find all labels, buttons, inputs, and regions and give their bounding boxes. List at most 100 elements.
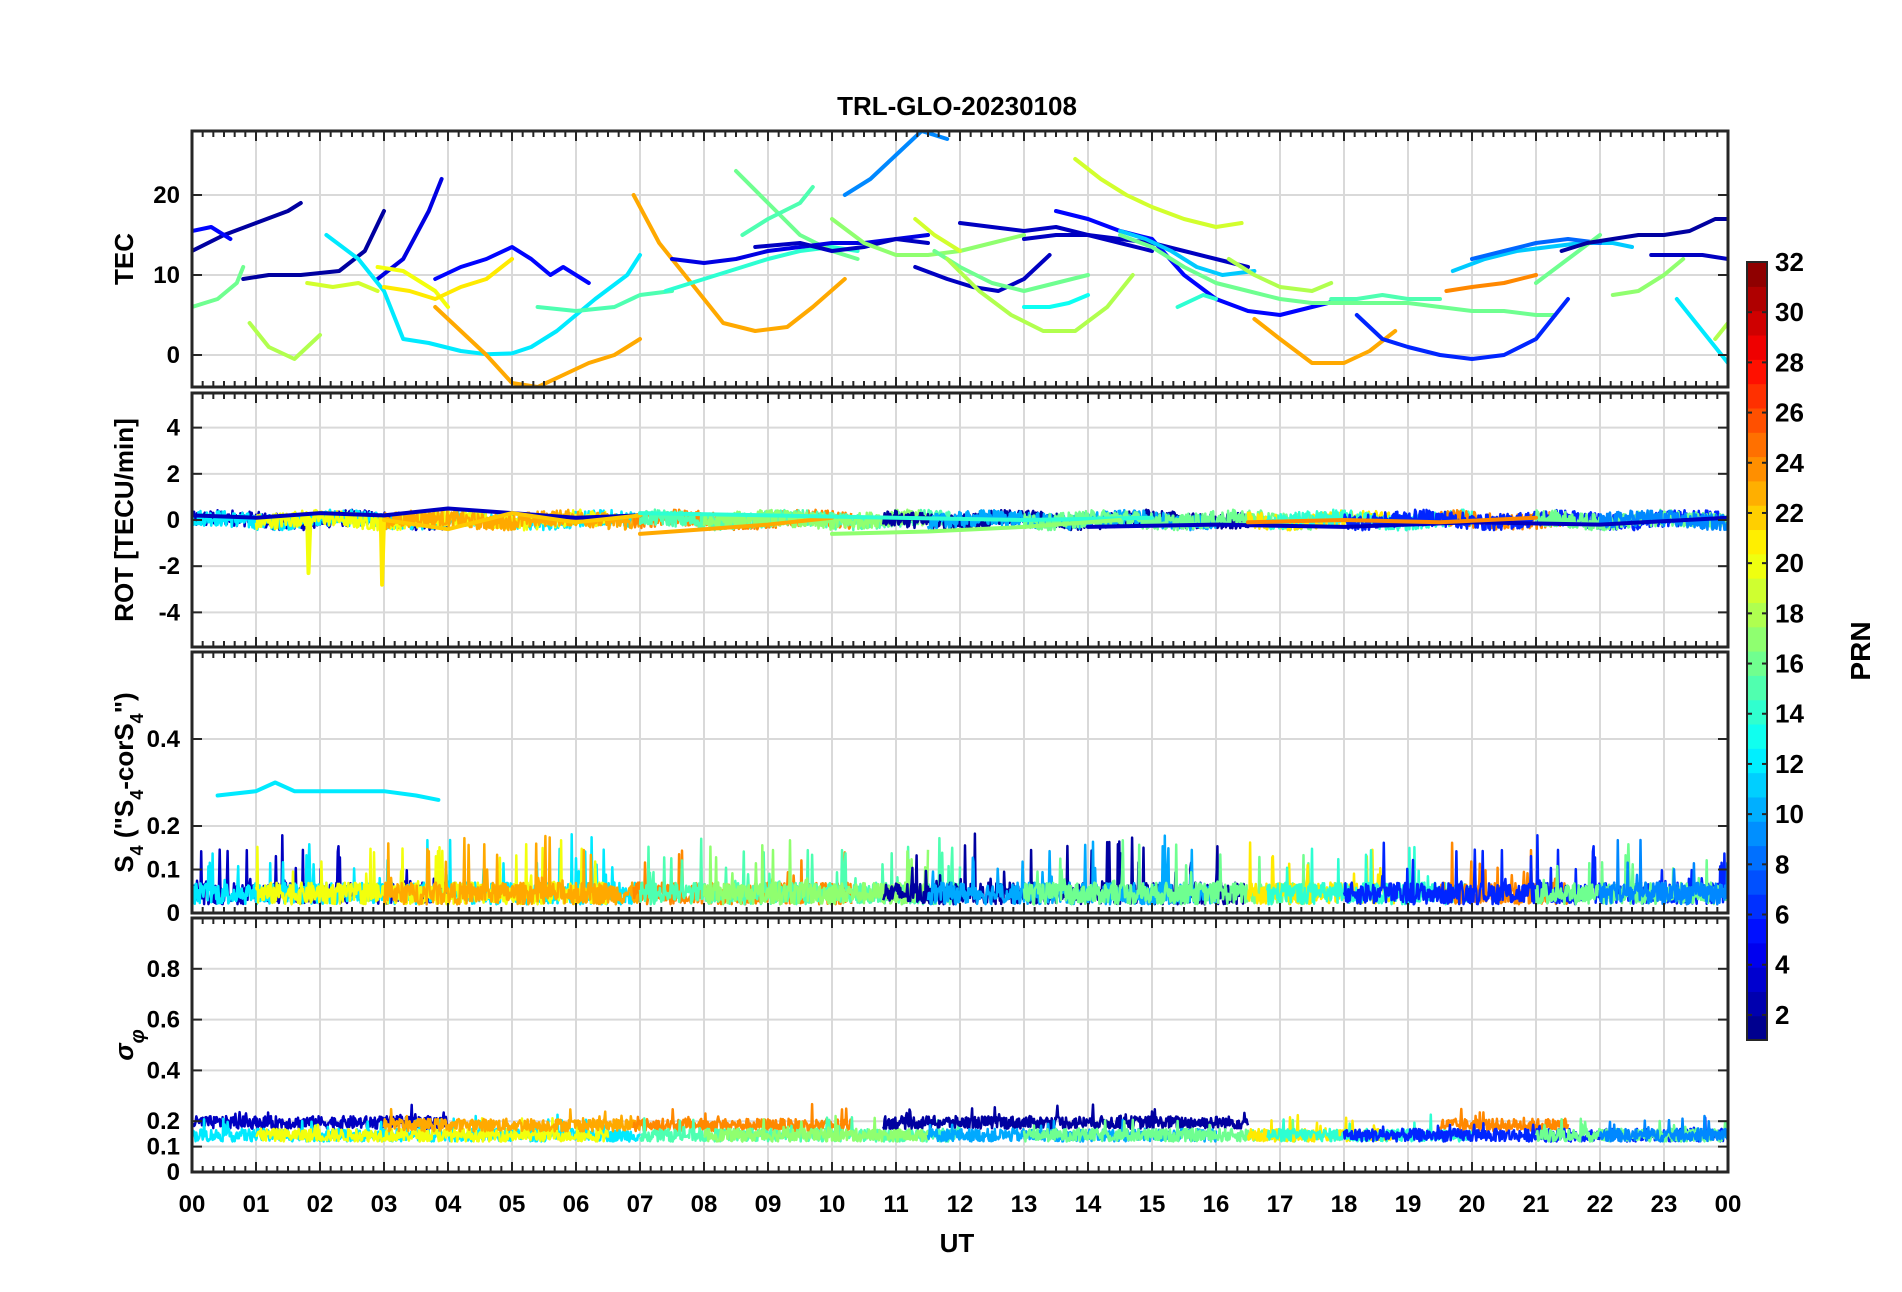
x-axis-label: UT (940, 1228, 975, 1258)
colorbar-tick-label: 32 (1775, 247, 1804, 277)
y-tick-label: 2 (167, 461, 180, 488)
series-line (1086, 515, 1728, 529)
colorbar-tick-label: 4 (1775, 950, 1790, 980)
series-line (324, 233, 642, 357)
noise-trace (702, 839, 930, 906)
colorbar-segment (1747, 991, 1767, 1017)
series-line (1444, 273, 1538, 293)
x-ticks (191, 652, 1729, 913)
y-tick-label: 0.6 (147, 1007, 180, 1034)
colorbar-tick-label: 12 (1775, 749, 1804, 779)
noise-trace (255, 1116, 610, 1143)
colorbar-segment (1747, 723, 1767, 749)
series-line (433, 245, 591, 285)
series-line (305, 518, 313, 576)
x-tick-label: 14 (1075, 1191, 1102, 1218)
x-tick-label: 08 (691, 1191, 718, 1218)
x-tick-label: 06 (563, 1191, 590, 1218)
noise-trace (382, 508, 642, 532)
series-line (1713, 321, 1728, 341)
colorbar-segment (1747, 626, 1767, 652)
colorbar-tick-label: 2 (1775, 1000, 1789, 1030)
x-tick-label: 05 (499, 1191, 526, 1218)
x-tick-label: 19 (1395, 1191, 1422, 1218)
colorbar-segment (1747, 334, 1767, 360)
x-tick-label: 11 (883, 1191, 908, 1218)
colorbar-segment (1747, 918, 1767, 944)
noise-trace (1534, 842, 1728, 906)
series-line (830, 518, 1122, 536)
series-line (1073, 157, 1244, 229)
colorbar-segment (1747, 1015, 1767, 1041)
colorbar-segment (1747, 821, 1767, 847)
x-tick-label: 00 (1715, 1191, 1742, 1218)
y-axis-label: ROT [TECU/min] (109, 418, 139, 622)
colorbar-segment (1747, 942, 1767, 968)
series-line (932, 249, 1090, 293)
panel-s4: 0 0.1 0.2 0.4S4 ("S4-corS4") (109, 650, 1730, 927)
series-line (958, 221, 1154, 253)
series-line (1559, 217, 1728, 253)
colorbar-tick-label: 28 (1775, 347, 1804, 377)
series-line (638, 511, 1154, 522)
y-tick-label: -4 (159, 599, 181, 626)
x-tick-label: 13 (1011, 1191, 1038, 1218)
y-axis-label: S4 ("S4-corS4") (109, 692, 147, 872)
x-tick-label: 02 (307, 1191, 334, 1218)
series-line (945, 257, 1135, 333)
colorbar-segment (1747, 407, 1767, 433)
y-tick-label: 10 (153, 262, 180, 289)
y-tick-label: 0 (167, 507, 180, 534)
noise-trace (382, 834, 642, 906)
series-line (1470, 237, 1602, 261)
x-tick-label: 12 (947, 1191, 974, 1218)
series-line (305, 281, 380, 293)
colorbar-tick-label: 10 (1775, 799, 1804, 829)
noise-trace (192, 833, 642, 906)
y-tick-label: 4 (167, 415, 181, 442)
colorbar-segment (1747, 602, 1767, 628)
series-line (215, 780, 441, 802)
x-tick-label: 10 (819, 1191, 846, 1218)
series-line (734, 169, 860, 261)
series-line (1118, 229, 1257, 277)
x-tick-label: 01 (243, 1191, 270, 1218)
series-rot (192, 506, 1728, 587)
colorbar-segment (1747, 286, 1767, 312)
series-line (740, 185, 815, 237)
series-line (1649, 253, 1728, 261)
series-line (842, 131, 950, 197)
series-line (433, 305, 642, 387)
series-line (830, 217, 1026, 257)
x-ticks (191, 918, 1729, 1172)
colorbar-tick-label: 30 (1775, 297, 1804, 327)
series-s4 (192, 780, 1728, 906)
colorbar-segment (1747, 262, 1767, 287)
grid-sigma_phi (192, 918, 1728, 1173)
series-line (913, 253, 1052, 293)
x-tick-label: 18 (1331, 1191, 1358, 1218)
series-line (638, 515, 834, 536)
series-line (192, 201, 303, 253)
series-tec (192, 131, 1728, 387)
colorbar-tick-label: 6 (1775, 900, 1789, 930)
colorbar-tick-label: 20 (1775, 548, 1804, 578)
x-tick-label: 21 (1523, 1191, 1550, 1218)
x-tick-label: 22 (1587, 1191, 1614, 1218)
colorbar-segment (1747, 578, 1767, 603)
series-line (378, 518, 386, 587)
x-tick-label: 03 (371, 1191, 398, 1218)
noise-trace (1598, 838, 1728, 906)
series-line (1226, 257, 1334, 293)
series-line (1022, 293, 1090, 309)
x-tick-label: 23 (1651, 1191, 1678, 1218)
series-line (535, 289, 674, 313)
noise-trace (1598, 1114, 1728, 1143)
x-ticks (191, 393, 1729, 647)
y-axis-label: TEC (109, 233, 139, 285)
figure-title: TRL-GLO-20230108 (837, 91, 1077, 121)
noise-trace (882, 1103, 1250, 1131)
